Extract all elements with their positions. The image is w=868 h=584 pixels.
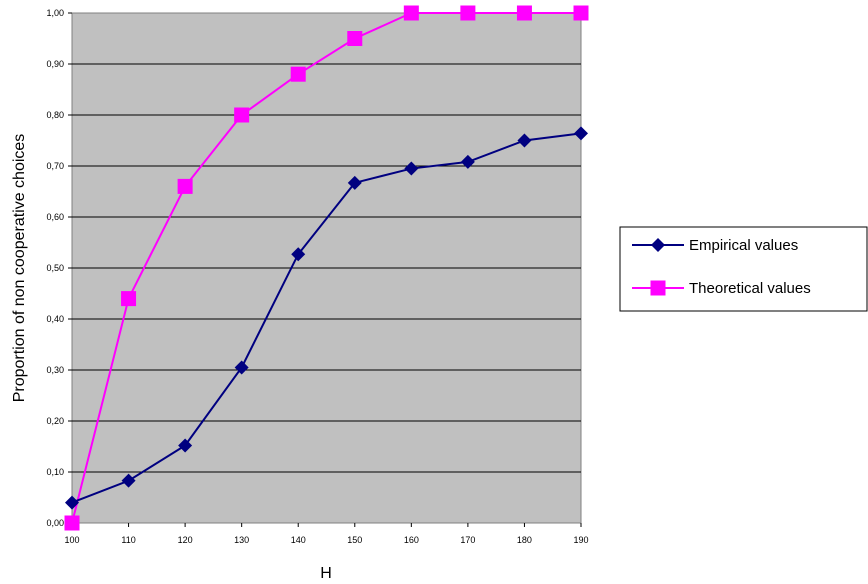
y-tick-label: 0,20	[46, 416, 64, 426]
y-tick-label: 0,90	[46, 59, 64, 69]
x-tick-label: 180	[517, 535, 532, 545]
x-tick-label: 100	[64, 535, 79, 545]
theoretical-point	[573, 5, 589, 21]
empirical-point	[460, 154, 475, 169]
y-tick-label: 0,30	[46, 365, 64, 375]
x-axis-tick-labels: 100 110 120 130 140 150 160 170 180 190	[64, 535, 588, 545]
theoretical-series-line	[71, 12, 581, 524]
empirical-point	[121, 473, 136, 488]
theoretical-point	[516, 5, 532, 21]
legend-box	[619, 226, 868, 312]
legend-item-empirical: Empirical values	[632, 237, 798, 254]
x-tick-label: 140	[291, 535, 306, 545]
legend-label: Empirical values	[689, 237, 798, 254]
x-tick-label: 110	[121, 535, 135, 545]
y-tick-label: 0,40	[46, 314, 64, 324]
y-tick-label: 0,00	[46, 518, 64, 528]
y-axis-title: Proportion of non cooperative choices	[11, 134, 28, 403]
x-tick-label: 190	[573, 535, 588, 545]
empirical-series-line	[71, 132, 582, 504]
y-tick-label: 1,00	[46, 8, 64, 18]
legend-marker	[650, 280, 666, 296]
empirical-point	[65, 495, 79, 510]
theoretical-point	[347, 31, 363, 46]
theoretical-series	[64, 5, 589, 531]
theoretical-point	[121, 291, 137, 307]
y-tick-label: 0,10	[46, 467, 64, 477]
gridlines	[68, 12, 582, 527]
theoretical-point	[177, 178, 193, 194]
empirical-point	[178, 438, 193, 453]
legend-marker	[651, 238, 665, 252]
y-tick-label: 0,70	[46, 161, 64, 171]
y-axis-tick-labels: 0,00 0,10 0,20 0,30 0,40 0,50 0,60 0,70 0,80 0,90…	[46, 8, 64, 528]
series-group	[64, 5, 589, 531]
empirical-point	[517, 133, 532, 148]
x-tick-label: 130	[234, 535, 249, 545]
empirical-point	[291, 247, 306, 262]
x-tick-label: 150	[347, 535, 362, 545]
legend: Empirical values Theoretical values	[619, 226, 868, 312]
empirical-point	[574, 126, 588, 141]
x-tick-label: 160	[404, 535, 419, 545]
y-tick-label: 0,80	[46, 110, 64, 120]
x-axis-title: H	[320, 565, 332, 582]
x-tick-label: 120	[178, 535, 193, 545]
empirical-series	[65, 126, 588, 510]
legend-label: Theoretical values	[689, 280, 811, 297]
y-tick-label: 0,50	[46, 263, 64, 273]
theoretical-point	[460, 5, 476, 21]
empirical-point	[404, 161, 419, 176]
x-tick-label: 170	[460, 535, 475, 545]
theoretical-point	[234, 107, 250, 123]
empirical-point	[234, 360, 249, 375]
empirical-point	[347, 175, 362, 190]
theoretical-point	[64, 515, 80, 531]
legend-item-theoretical: Theoretical values	[632, 280, 811, 297]
theoretical-point	[403, 5, 419, 21]
theoretical-point	[290, 66, 306, 82]
y-tick-label: 0,60	[46, 212, 64, 222]
